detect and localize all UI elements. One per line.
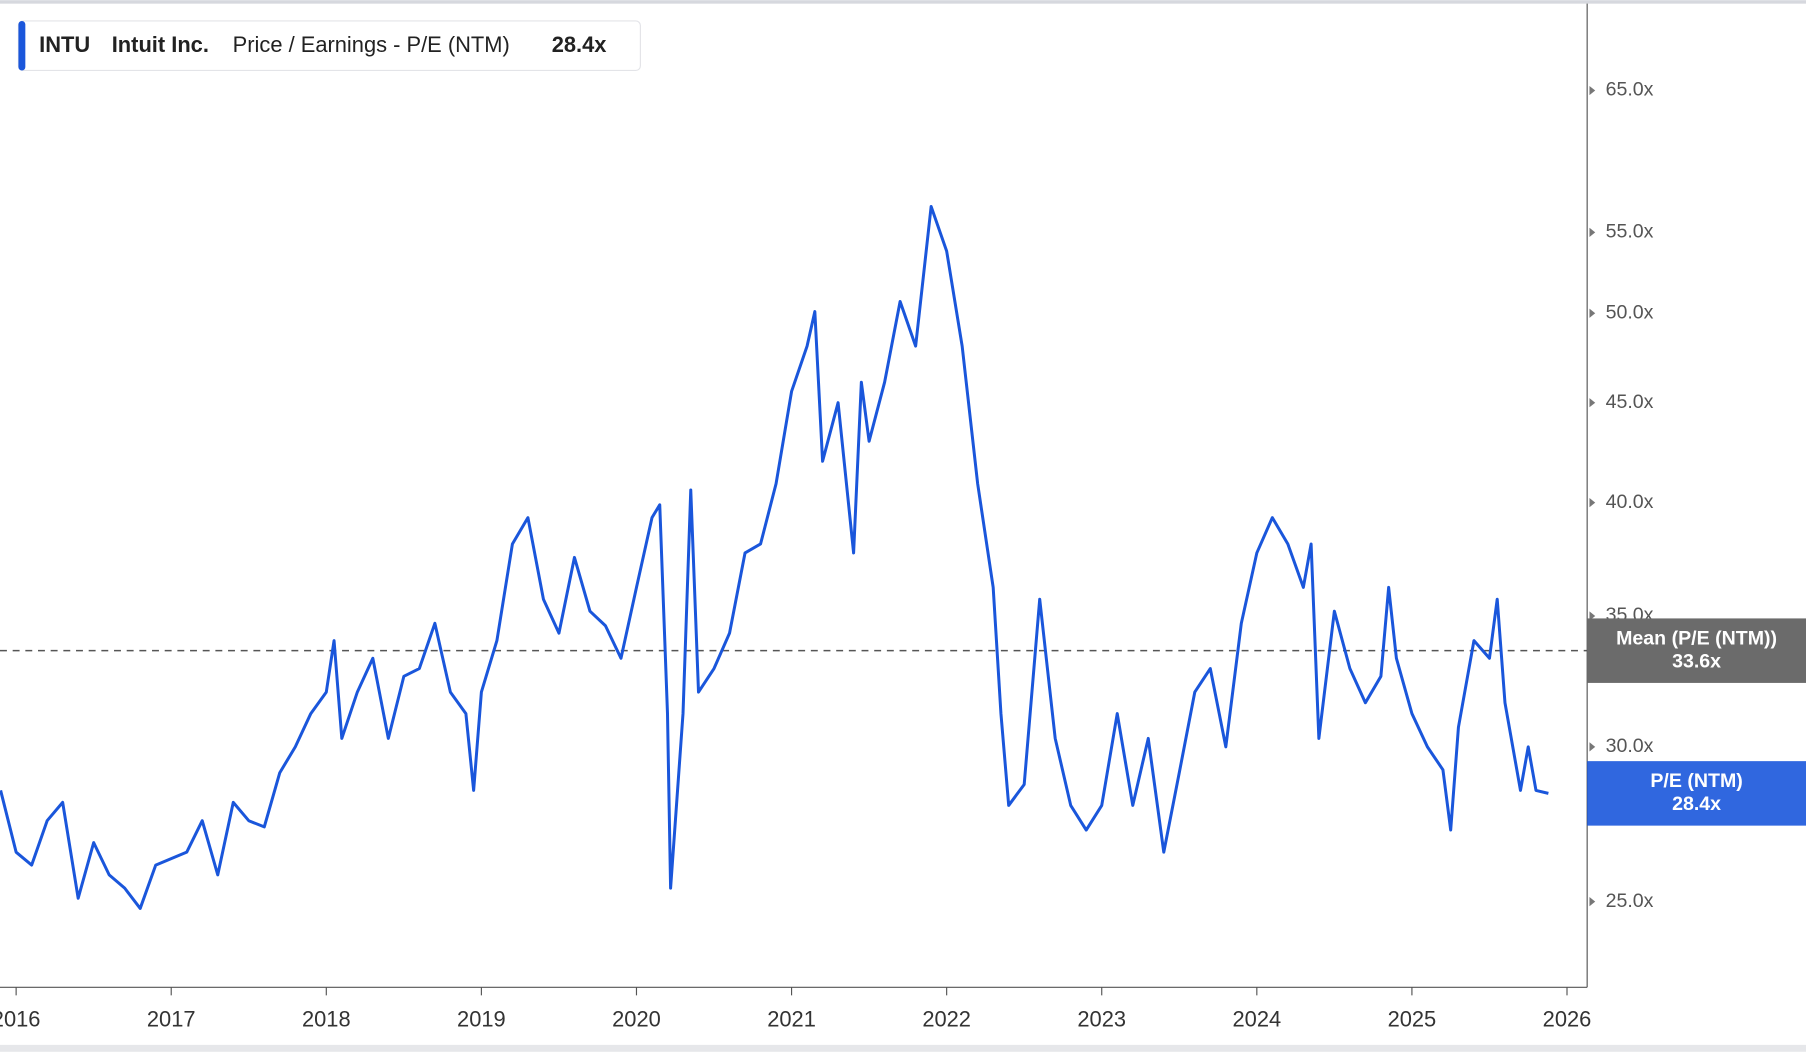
x-tick-label: 2026	[1543, 1006, 1592, 1031]
y-tick-label: 45.0x	[1606, 391, 1654, 413]
legend-ticker: INTU	[39, 32, 90, 57]
x-tick-label: 2022	[922, 1006, 971, 1031]
legend-value: 28.4x	[552, 32, 607, 57]
y-tick-label: 55.0x	[1606, 221, 1654, 243]
y-tick-label: 50.0x	[1606, 301, 1654, 323]
y-tick-mark	[1589, 308, 1596, 318]
y-tick-label: 30.0x	[1606, 735, 1654, 757]
current-label: P/E (NTM)	[1650, 770, 1742, 792]
x-tick-label: 2020	[612, 1006, 661, 1031]
y-tick-mark	[1589, 897, 1596, 907]
mean-label-box	[1587, 618, 1806, 683]
current-value-label: 28.4x	[1672, 793, 1721, 815]
x-tick-label: 2017	[147, 1006, 196, 1031]
x-tick-label: 2016	[0, 1006, 40, 1031]
legend-company: Intuit Inc.	[112, 32, 209, 57]
x-tick-label: 2024	[1232, 1006, 1281, 1031]
y-tick-mark	[1589, 398, 1596, 408]
x-tick-label: 2023	[1077, 1006, 1126, 1031]
mean-label: Mean (P/E (NTM))	[1616, 627, 1777, 649]
y-tick-mark	[1589, 611, 1596, 621]
x-tick-label: 2021	[767, 1006, 816, 1031]
x-tick-label: 2018	[302, 1006, 351, 1031]
bottom-border	[0, 1044, 1806, 1052]
y-tick-label: 25.0x	[1606, 890, 1654, 912]
y-tick-mark	[1589, 498, 1596, 508]
legend-series-name: Price / Earnings - P/E (NTM)	[233, 32, 510, 57]
x-tick-label: 2019	[457, 1006, 506, 1031]
mean-value-label: 33.6x	[1672, 650, 1721, 672]
series-line	[0, 205, 1549, 910]
current-label-box	[1587, 761, 1806, 826]
legend-swatch	[18, 20, 26, 71]
top-border	[0, 0, 1806, 4]
y-tick-label: 40.0x	[1606, 491, 1654, 513]
y-tick-mark	[1589, 85, 1596, 96]
x-tick-label: 2025	[1388, 1006, 1437, 1031]
y-tick-mark	[1589, 742, 1596, 752]
y-tick-mark	[1589, 227, 1596, 237]
y-tick-label: 65.0x	[1606, 79, 1654, 101]
legend: INTU Intuit Inc. Price / Earnings - P/E …	[17, 20, 641, 72]
